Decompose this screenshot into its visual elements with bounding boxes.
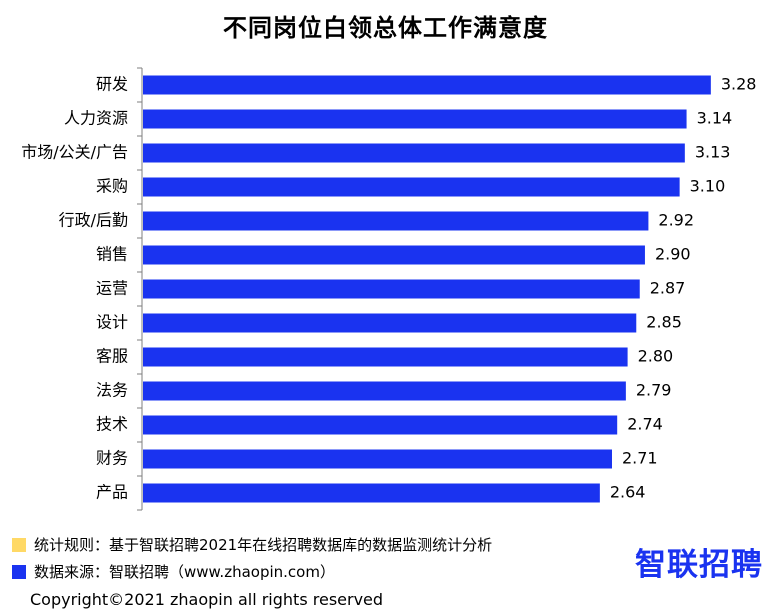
category-label: 市场/公关/广告 bbox=[21, 143, 128, 162]
rule-legend-text: 统计规则：基于智联招聘2021年在线招聘数据库的数据监测统计分析 bbox=[34, 536, 493, 554]
value-label: 2.85 bbox=[646, 313, 682, 332]
rule-legend-row: 统计规则：基于智联招聘2021年在线招聘数据库的数据监测统计分析 bbox=[12, 534, 492, 555]
bar bbox=[143, 279, 640, 299]
source-legend-row: 数据来源：智联招聘（www.zhaopin.com） bbox=[12, 561, 335, 582]
value-label: 3.10 bbox=[690, 177, 726, 196]
category-label: 法务 bbox=[96, 381, 128, 400]
bar bbox=[143, 313, 637, 333]
value-label: 2.64 bbox=[610, 483, 646, 502]
bar bbox=[143, 449, 612, 469]
bar bbox=[143, 381, 626, 401]
category-label: 采购 bbox=[96, 177, 128, 196]
bar bbox=[143, 109, 687, 129]
category-label: 产品 bbox=[96, 483, 128, 502]
bar bbox=[143, 415, 618, 435]
category-label: 运营 bbox=[96, 279, 128, 298]
value-label: 3.28 bbox=[721, 75, 757, 94]
value-label: 2.92 bbox=[658, 211, 694, 230]
value-label: 2.71 bbox=[622, 449, 658, 468]
bar bbox=[143, 143, 685, 163]
value-label: 2.79 bbox=[636, 381, 672, 400]
bar bbox=[143, 245, 645, 265]
bar bbox=[143, 75, 711, 95]
bar bbox=[143, 347, 628, 367]
value-label: 2.80 bbox=[638, 347, 674, 366]
category-label: 人力资源 bbox=[64, 109, 128, 128]
category-label: 客服 bbox=[96, 347, 128, 366]
value-label: 3.13 bbox=[695, 143, 731, 162]
category-label: 销售 bbox=[96, 245, 128, 264]
bar-chart: 研发 3.28 人力资源 3.14 市场/公关/广告 3.13 采购 3.10 行政/后勤 2.9… bbox=[21, 67, 757, 511]
bar bbox=[143, 177, 680, 197]
source-legend-text: 数据来源：智联招聘（www.zhaopin.com） bbox=[34, 563, 335, 581]
value-label: 2.74 bbox=[627, 415, 663, 434]
bar bbox=[143, 483, 600, 503]
category-label: 财务 bbox=[96, 449, 128, 468]
value-label: 2.90 bbox=[655, 245, 691, 264]
value-label: 3.14 bbox=[697, 109, 733, 128]
category-label: 行政/后勤 bbox=[59, 211, 128, 230]
copyright-text: Copyright©2021 zhaopin all rights reserv… bbox=[30, 590, 384, 609]
source-legend-swatch bbox=[12, 564, 26, 579]
chart-title: 不同岗位白领总体工作满意度 bbox=[223, 14, 548, 42]
category-label: 设计 bbox=[96, 313, 128, 332]
bar bbox=[143, 211, 649, 231]
value-label: 2.87 bbox=[650, 279, 686, 298]
category-label: 技术 bbox=[96, 415, 128, 434]
rule-legend-swatch bbox=[12, 537, 26, 552]
category-label: 研发 bbox=[96, 75, 128, 94]
zhaopin-logo: 智联招聘 bbox=[635, 547, 763, 583]
